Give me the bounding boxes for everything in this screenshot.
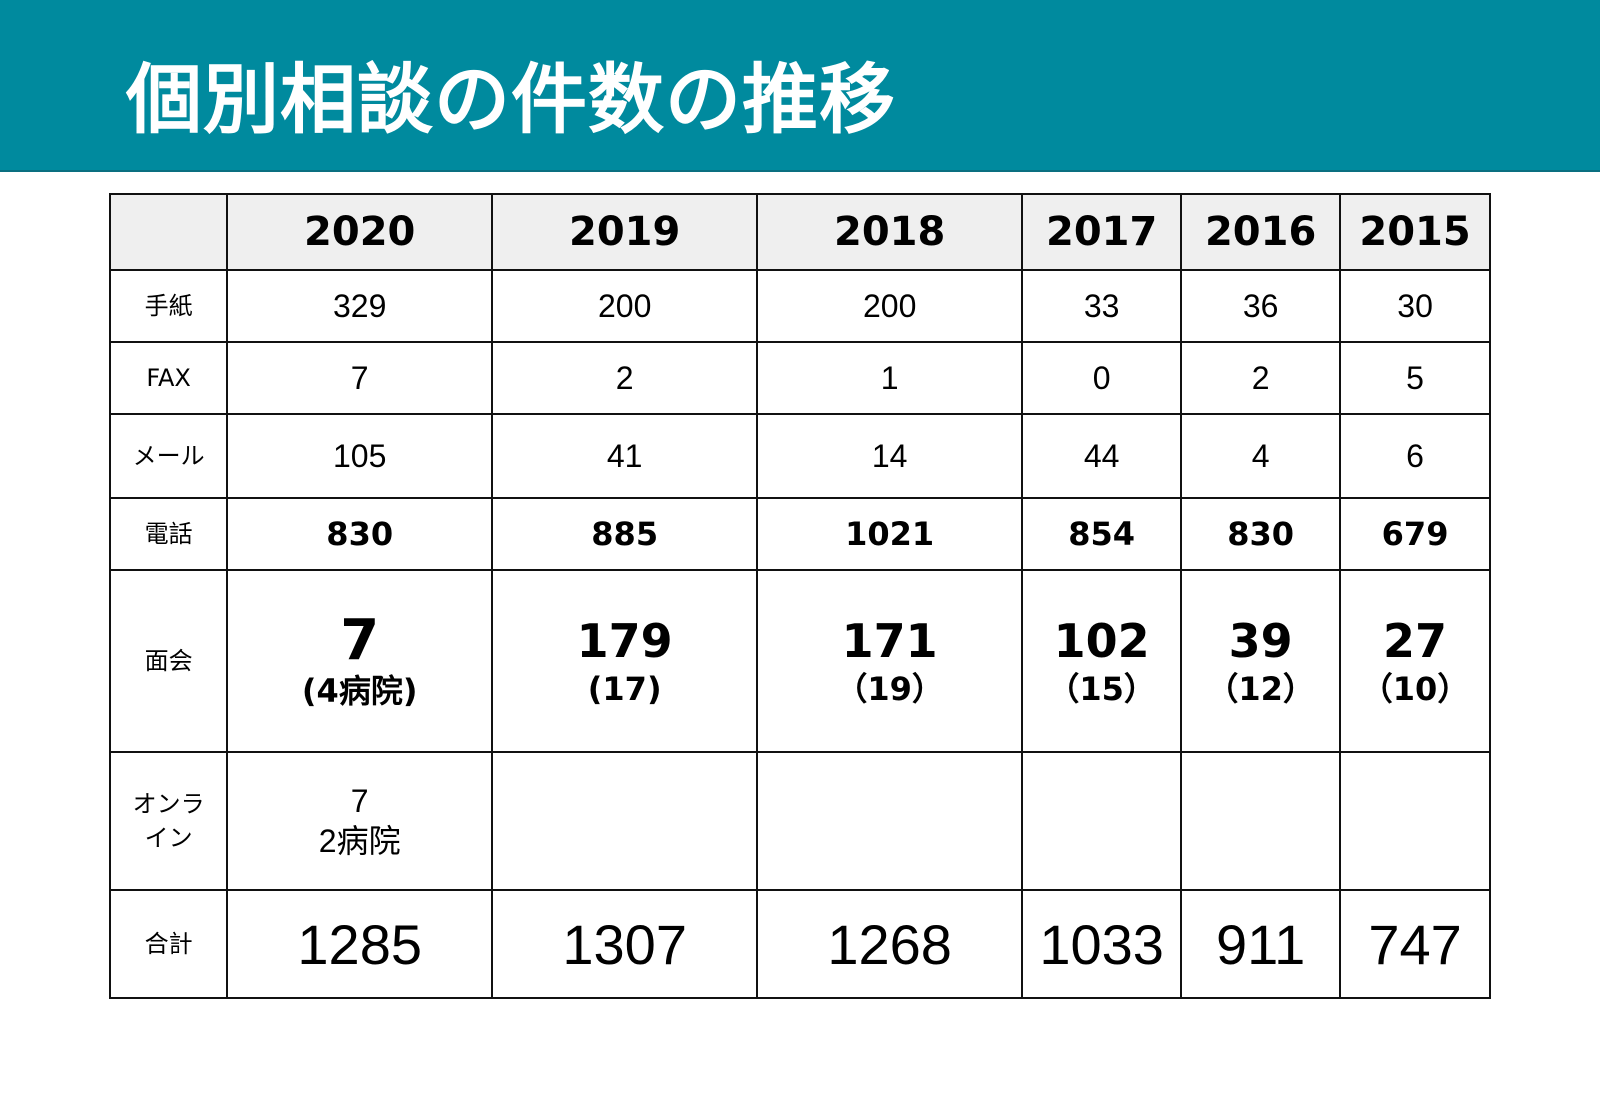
visit-hospitals: (17) [587, 670, 662, 708]
online-count: 7 [350, 783, 369, 819]
table-cell-empty [1180, 751, 1342, 891]
row-label: 面会 [108, 569, 229, 753]
table-cell: 1268 [756, 889, 1024, 999]
table-cell: 830 [1180, 497, 1342, 571]
visit-count: 179 [576, 614, 673, 668]
table-cell-empty [1339, 751, 1491, 891]
online-hospitals: 2病院 [318, 823, 401, 859]
table-row-fax: FAX 7 2 1 0 2 5 [108, 341, 1491, 415]
consultation-table: 2020 2019 2018 2017 2016 2015 手紙 329 200… [108, 193, 1491, 999]
table-cell: 44 [1021, 413, 1183, 499]
visit-hospitals: (4病院) [301, 672, 418, 710]
table-cell-empty [1021, 751, 1183, 891]
table-cell: 5 [1339, 341, 1491, 415]
table-cell: 0 [1021, 341, 1183, 415]
table-cell: 33 [1021, 269, 1183, 343]
table-row-online: オンラ イン 7 2病院 [108, 751, 1491, 891]
table-cell: 4 [1180, 413, 1342, 499]
header-bar: 個別相談の件数の推移 [0, 0, 1600, 172]
table-cell: 7 [226, 341, 494, 415]
year-header: 2018 [756, 193, 1024, 271]
row-label: FAX [108, 341, 229, 415]
table-cell: 27 （10） [1339, 569, 1491, 753]
visit-count: 102 [1053, 614, 1150, 668]
table-cell: 2 [491, 341, 759, 415]
table-cell: 14 [756, 413, 1024, 499]
table-cell: 885 [491, 497, 759, 571]
row-label: 合計 [108, 889, 229, 999]
row-label: オンラ イン [108, 751, 229, 891]
visit-count: 27 [1383, 614, 1448, 668]
row-label: メール [108, 413, 229, 499]
row-label: 手紙 [108, 269, 229, 343]
table-cell: 7 2病院 [226, 751, 494, 891]
table-cell: 2 [1180, 341, 1342, 415]
table-cell: 171 （19） [756, 569, 1024, 753]
visit-hospitals: （10） [1360, 670, 1470, 708]
table-cell: 830 [226, 497, 494, 571]
table-cell: 200 [756, 269, 1024, 343]
table-cell: 1021 [756, 497, 1024, 571]
table-cell: 854 [1021, 497, 1183, 571]
table-cell: 105 [226, 413, 494, 499]
table-cell: 200 [491, 269, 759, 343]
table-cell: 7 (4病院) [226, 569, 494, 753]
table-cell: 6 [1339, 413, 1491, 499]
table-cell: 1 [756, 341, 1024, 415]
year-header: 2019 [491, 193, 759, 271]
year-header: 2020 [226, 193, 494, 271]
table-cell: 102 （15） [1021, 569, 1183, 753]
visit-count: 171 [841, 614, 938, 668]
year-header-row: 2020 2019 2018 2017 2016 2015 [108, 193, 1491, 271]
table-cell: 36 [1180, 269, 1342, 343]
table-cell: 179 (17) [491, 569, 759, 753]
row-label-line: オンラ [132, 790, 205, 818]
table-cell-empty [756, 751, 1024, 891]
table-row-visit: 面会 7 (4病院) 179 (17) 171 （19） 102 （15） 39… [108, 569, 1491, 753]
table-cell: 747 [1339, 889, 1491, 999]
table-cell-empty [491, 751, 759, 891]
table-row-total: 合計 1285 1307 1268 1033 911 747 [108, 889, 1491, 999]
year-header: 2015 [1339, 193, 1491, 271]
visit-hospitals: （15） [1047, 670, 1156, 708]
year-header: 2016 [1180, 193, 1342, 271]
table-cell: 1285 [226, 889, 494, 999]
table-row-mail: メール 105 41 14 44 4 6 [108, 413, 1491, 499]
table-cell: 1033 [1021, 889, 1183, 999]
visit-hospitals: （19） [835, 670, 944, 708]
row-label: 電話 [108, 497, 229, 571]
table-row-phone: 電話 830 885 1021 854 830 679 [108, 497, 1491, 571]
table-cell: 679 [1339, 497, 1491, 571]
visit-count: 39 [1228, 614, 1293, 668]
year-header: 2017 [1021, 193, 1183, 271]
visit-hospitals: （12） [1206, 670, 1315, 708]
table-cell: 1307 [491, 889, 759, 999]
table-row-letter: 手紙 329 200 200 33 36 30 [108, 269, 1491, 343]
table-cell: 30 [1339, 269, 1491, 343]
visit-count: 7 [340, 608, 380, 673]
table-cell: 911 [1180, 889, 1342, 999]
row-label-line: イン [144, 824, 193, 852]
page-title: 個別相談の件数の推移 [126, 55, 896, 144]
table-cell: 41 [491, 413, 759, 499]
corner-cell [108, 193, 229, 271]
table-cell: 329 [226, 269, 494, 343]
table-cell: 39 （12） [1180, 569, 1342, 753]
